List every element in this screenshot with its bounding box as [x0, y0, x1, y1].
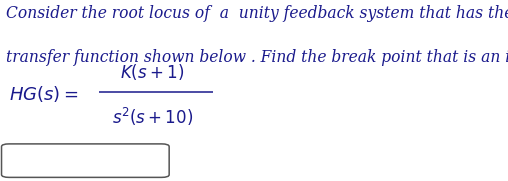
- Text: Consider the root locus of  a  unity feedback system that has the open loop: Consider the root locus of a unity feedb…: [6, 5, 508, 22]
- Text: $\mathit{s}^{2}(\mathit{s}+10)$: $\mathit{s}^{2}(\mathit{s}+10)$: [112, 106, 193, 128]
- Text: transfer function shown below . Find the break point that is an integer.: transfer function shown below . Find the…: [6, 49, 508, 66]
- Text: $\mathit{HG}(s) =$: $\mathit{HG}(s) =$: [9, 84, 79, 104]
- Text: $\mathit{K}(\mathit{s}+1)$: $\mathit{K}(\mathit{s}+1)$: [120, 62, 184, 82]
- FancyBboxPatch shape: [2, 144, 169, 177]
